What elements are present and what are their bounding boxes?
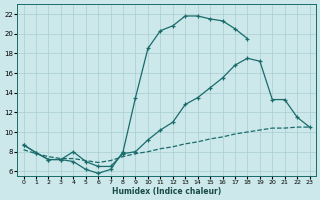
X-axis label: Humidex (Indice chaleur): Humidex (Indice chaleur): [112, 187, 221, 196]
